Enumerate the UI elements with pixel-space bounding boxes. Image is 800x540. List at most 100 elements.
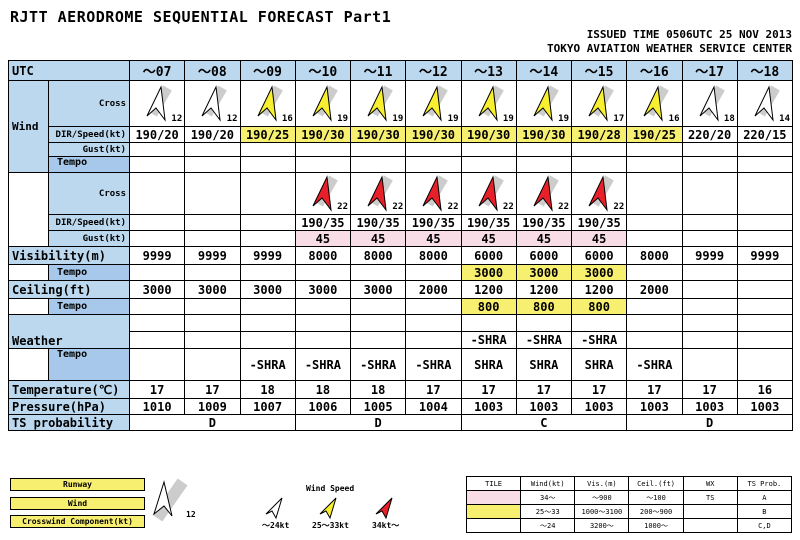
visibility-tempo-cell [128, 264, 186, 281]
weather-tempo-cell [184, 348, 241, 381]
weather-tempo-cell [128, 348, 186, 381]
pressure-cell: 1006 [294, 398, 352, 415]
weather-label: Weather [8, 314, 130, 349]
weather-tempo-cell: -SHRA [294, 348, 352, 381]
visibility-cell: 8000 [349, 246, 407, 265]
wind-arrow-icon: 12 [128, 80, 186, 127]
wind-dir-cell: 220/20 [681, 126, 738, 143]
tempo-blank [239, 156, 296, 173]
wind-dir-cell: 190/30 [460, 126, 517, 143]
temperature-label: Temperature(℃) [8, 380, 130, 399]
legend-header-cell: Vis.(m) [574, 476, 630, 491]
temperature-cell: 17 [515, 380, 573, 399]
ts-label: TS probability [8, 414, 130, 431]
weather-tempo-cell: SHRA [570, 348, 628, 381]
hour-header: ～15 [570, 60, 628, 81]
ts-cell: D [294, 414, 462, 431]
ceiling-cell: 2000 [405, 280, 462, 299]
ceiling-cell: 3000 [349, 280, 407, 299]
tempo-wind-arrow-icon: 22 [515, 172, 573, 215]
weather-tempo-cell: -SHRA [349, 348, 407, 381]
ceiling-tempo-cell: 800 [515, 298, 573, 315]
legend-cell: A [736, 490, 793, 505]
legend-cell: 1000～3100 [574, 504, 630, 519]
tempo-blank [460, 156, 517, 173]
hour-header: ～13 [460, 60, 517, 81]
tempo-cross-cell [184, 172, 241, 215]
tempo-wind-arrow-icon: 22 [460, 172, 517, 215]
weather-blank [405, 314, 462, 332]
legend-high-arrow-icon [375, 497, 393, 520]
hour-header: ～14 [515, 60, 573, 81]
wind-arrow-icon: 18 [681, 80, 738, 127]
weather-tempo-label: Tempo [48, 348, 130, 381]
legend-sample-arrow-icon [152, 478, 188, 522]
blank [8, 264, 49, 281]
wind-arrow-icon: 19 [405, 80, 462, 127]
gust-cell [515, 142, 573, 157]
blank [8, 214, 49, 231]
issued-time: ISSUED TIME 0506UTC 25 NOV 2013 [586, 28, 792, 41]
tempo-wind-arrow-icon: 22 [294, 172, 352, 215]
visibility-cell: 9999 [736, 246, 794, 265]
gust-cell [736, 142, 794, 157]
pressure-label: Pressure(hPa) [8, 398, 130, 415]
tempo-blank [570, 156, 628, 173]
tempo-dir-cell: 190/35 [405, 214, 462, 231]
wind-dir-cell: 190/20 [128, 126, 186, 143]
ceiling-cell: 2000 [626, 280, 683, 299]
hour-header: ～18 [736, 60, 794, 81]
hour-header: ～16 [626, 60, 683, 81]
ceiling-tempo-cell [184, 298, 241, 315]
temperature-cell: 18 [239, 380, 296, 399]
wind-arrow-icon: 19 [515, 80, 573, 127]
wind-arrow-icon: 19 [294, 80, 352, 127]
ceiling-tempo-cell: 800 [460, 298, 517, 315]
tempo-dir-cell: 190/35 [515, 214, 573, 231]
tempo-wind-arrow-icon: 22 [405, 172, 462, 215]
temperature-cell: 17 [460, 380, 517, 399]
legend-header-cell: TS Prob. [736, 476, 793, 491]
cross-label: Cross [48, 80, 130, 127]
gust-cell [294, 142, 352, 157]
pressure-cell: 1003 [736, 398, 794, 415]
ceiling-cell [736, 280, 794, 299]
ceiling-cell: 1200 [515, 280, 573, 299]
ceiling-tempo-cell [681, 298, 738, 315]
tempo-gust-cell [239, 230, 296, 247]
issued-block: ISSUED TIME 0506UTC 25 NOV 2013 TOKYO AV… [547, 28, 792, 56]
visibility-label: Visibility(m) [8, 246, 130, 265]
pressure-cell: 1003 [626, 398, 683, 415]
weather-cell [736, 331, 794, 349]
ceiling-tempo-label: Tempo [48, 298, 130, 315]
legend-cell: TS [682, 490, 738, 505]
pressure-cell: 1003 [570, 398, 628, 415]
gust-cell [626, 142, 683, 157]
weather-blank [349, 314, 407, 332]
gust-cell [405, 142, 462, 157]
legend-cell: B [736, 504, 793, 519]
gust-cell [570, 142, 628, 157]
legend-header-cell: TILE [465, 476, 522, 491]
hour-header: ～11 [349, 60, 407, 81]
wind-arrow-icon: 19 [460, 80, 517, 127]
hour-header: ～07 [128, 60, 186, 81]
visibility-tempo-cell [405, 264, 462, 281]
weather-tempo-cell: -SHRA [239, 348, 296, 381]
blank [8, 348, 49, 381]
ceiling-tempo-cell [128, 298, 186, 315]
tempo-gust-cell: 45 [294, 230, 352, 247]
temperature-cell: 17 [570, 380, 628, 399]
weather-cell: -SHRA [460, 331, 517, 349]
visibility-cell: 9999 [184, 246, 241, 265]
ceiling-tempo-cell [349, 298, 407, 315]
ceiling-tempo-cell [405, 298, 462, 315]
tempo-dir-cell: 190/35 [570, 214, 628, 231]
legend-cell: 34～ [520, 490, 576, 505]
visibility-tempo-cell [239, 264, 296, 281]
legend-wind-speed-title: Wind Speed [306, 484, 355, 493]
legend-wind: Wind [10, 497, 145, 510]
legend-sample-speed: 12 [186, 510, 196, 519]
blank [8, 172, 49, 215]
dir-label: DIR/Speed(kt) [48, 126, 130, 143]
